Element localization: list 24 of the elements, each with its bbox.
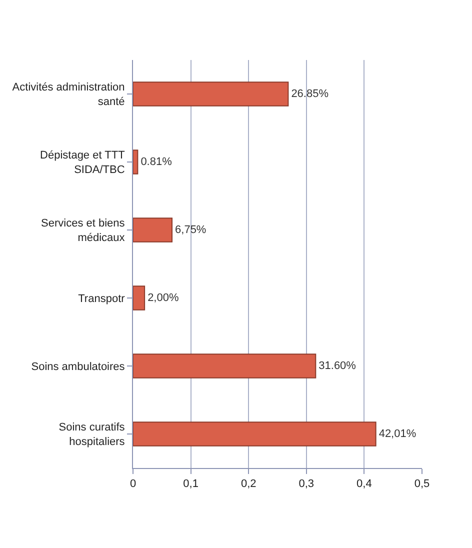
y-tick-label: Soins curatifs hospitaliers — [58, 422, 126, 448]
data-label: 2,00% — [148, 292, 179, 304]
x-tick-label: 0,1 — [183, 478, 198, 490]
data-label: 6,75% — [175, 224, 206, 236]
x-tick-label: 0,3 — [298, 478, 314, 490]
y-tick-label: Transpotr — [78, 292, 126, 305]
x-tick-label: 0,2 — [240, 478, 256, 490]
x-tick-label: 0,4 — [356, 478, 372, 490]
bar — [133, 422, 376, 446]
bar — [133, 150, 138, 174]
data-label: 0.81% — [140, 156, 172, 168]
x-tick-label: 0 — [130, 478, 136, 490]
bar — [133, 218, 173, 242]
data-label: 42,01% — [378, 428, 416, 440]
y-tick-label: Soins ambulatoires — [31, 360, 126, 373]
y-tick-label: Services et biens médicaux — [41, 218, 126, 244]
x-tick-label: 0,5 — [414, 478, 430, 490]
bar — [133, 82, 289, 106]
data-label: 26.85% — [291, 88, 329, 100]
y-tick-label: Activités administration santé — [12, 82, 125, 108]
data-label: 31.60% — [318, 360, 356, 372]
bar — [133, 286, 146, 310]
y-tick-label: Dépistage et TTT SIDA/TBC — [40, 150, 126, 176]
bar — [133, 354, 316, 378]
